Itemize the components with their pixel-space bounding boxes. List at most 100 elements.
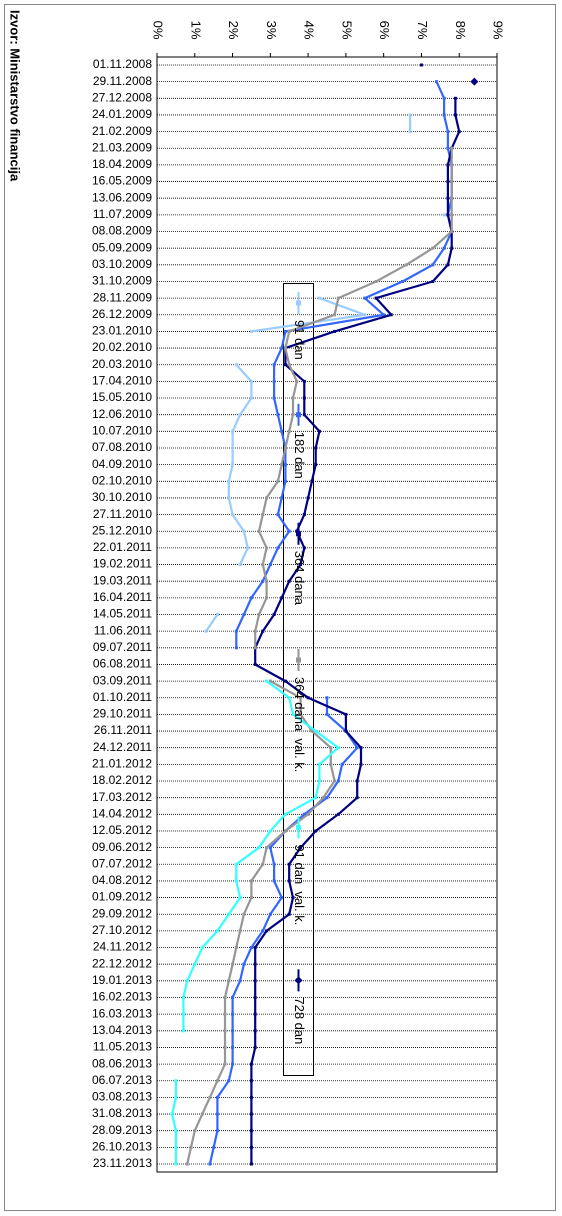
x-tick-label: 03.09.2011: [93, 673, 152, 687]
point-marker: [242, 529, 246, 533]
point-marker: [435, 80, 439, 84]
point-marker: [321, 796, 325, 800]
point-marker: [333, 313, 337, 317]
point-marker: [336, 812, 340, 816]
point-marker: [223, 1062, 227, 1066]
point-marker: [442, 246, 446, 250]
point-marker: [227, 979, 231, 983]
point-marker: [283, 329, 287, 333]
point-marker: [249, 396, 253, 400]
point-marker: [189, 1145, 193, 1149]
point-marker: [408, 130, 412, 134]
point-marker: [389, 313, 393, 317]
x-tick-label: 19.01.2013: [92, 973, 152, 987]
y-tick-label: 4%: [302, 21, 317, 40]
point-marker: [306, 812, 310, 816]
point-marker: [382, 313, 386, 317]
x-tick-label: 11.05.2013: [93, 1040, 152, 1054]
point-marker: [272, 879, 276, 883]
point-marker: [249, 1079, 253, 1083]
point-marker: [450, 180, 454, 184]
point-marker: [363, 313, 367, 317]
point-marker: [249, 1062, 253, 1066]
point-marker: [249, 879, 253, 883]
point-marker: [408, 113, 412, 117]
point-marker: [231, 513, 235, 517]
point-marker: [181, 1012, 185, 1016]
point-marker: [231, 463, 235, 467]
point-marker: [231, 995, 235, 999]
point-marker: [261, 579, 265, 583]
point-marker: [317, 296, 321, 300]
x-tick-label: 21.03.2009: [92, 140, 152, 154]
x-tick-label: 25.12.2010: [92, 523, 152, 537]
point-marker: [283, 679, 287, 683]
x-tick-label: 07.08.2010: [92, 440, 152, 454]
x-tick-label: 29.11.2008: [93, 74, 152, 88]
point-marker: [231, 1029, 235, 1033]
point-marker: [234, 862, 238, 866]
point-marker: [325, 796, 329, 800]
point-marker: [268, 846, 272, 850]
y-tick-label: 9%: [491, 21, 506, 40]
point-marker: [261, 929, 265, 933]
y-tick-label: 5%: [339, 21, 354, 40]
point-marker: [446, 180, 450, 184]
x-tick-label: 01.11.2008: [93, 57, 152, 71]
point-marker: [295, 379, 299, 383]
point-marker: [265, 546, 269, 550]
point-marker: [238, 979, 242, 983]
point-marker: [265, 596, 269, 600]
legend-label: 364 dana: [292, 551, 307, 606]
point-marker: [317, 762, 321, 766]
point-marker: [287, 329, 291, 333]
point-marker: [325, 712, 329, 716]
series-line: [186, 148, 453, 1165]
point-marker: [265, 846, 269, 850]
point-marker: [174, 1162, 178, 1166]
y-tick-label: 2%: [226, 21, 241, 40]
x-tick-label: 21.01.2012: [92, 757, 152, 771]
point-marker: [231, 446, 235, 450]
point-marker: [302, 396, 306, 400]
point-marker: [227, 496, 231, 500]
point-marker: [249, 1112, 253, 1116]
point-marker: [265, 929, 269, 933]
point-marker: [272, 862, 276, 866]
x-tick-label: 31.10.2009: [92, 274, 152, 288]
point-marker: [317, 779, 321, 783]
point-marker: [280, 346, 284, 350]
x-tick-label: 24.01.2009: [92, 107, 152, 121]
point-marker: [223, 1029, 227, 1033]
x-tick-label: 09.06.2012: [92, 840, 152, 854]
point-marker: [302, 513, 306, 517]
frame: [4, 4, 556, 1211]
point-marker: [253, 662, 257, 666]
point-marker: [333, 779, 337, 783]
point-marker: [287, 363, 291, 367]
x-tick-label: 26.12.2009: [92, 307, 152, 321]
x-tick-label: 18.02.2012: [92, 773, 152, 787]
point-marker: [181, 1029, 185, 1033]
x-tick-label: 22.12.2012: [92, 956, 152, 970]
x-tick-label: 16.05.2009: [92, 174, 152, 188]
point-marker: [249, 329, 253, 333]
point-marker: [249, 1162, 253, 1166]
point-marker: [359, 746, 363, 750]
point-marker: [238, 896, 242, 900]
point-marker: [253, 646, 257, 650]
legend-label: 728 dan: [292, 997, 307, 1044]
x-tick-label: 06.07.2013: [92, 1073, 152, 1087]
point-marker: [276, 413, 280, 417]
x-tick-label: 14.05.2011: [93, 607, 152, 621]
x-tick-label: 29.10.2011: [93, 707, 152, 721]
x-tick-label: 23.11.2013: [93, 1156, 152, 1170]
x-tick-label: 29.09.2012: [92, 906, 152, 920]
point-marker: [249, 1145, 253, 1149]
series-line: [171, 680, 340, 1164]
point-marker: [314, 463, 318, 467]
point-marker: [287, 429, 291, 433]
point-marker: [215, 1129, 219, 1133]
point-marker: [257, 613, 261, 616]
